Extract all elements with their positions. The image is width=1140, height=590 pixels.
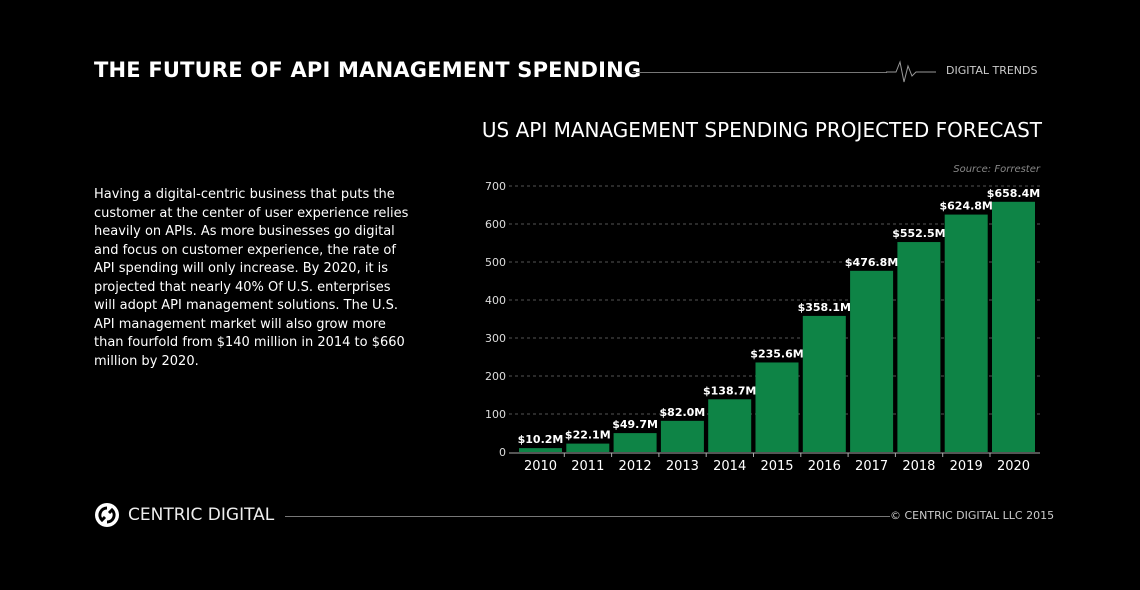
logo-icon (95, 503, 119, 527)
data-label: $138.7M (703, 384, 756, 397)
data-label: $49.7M (612, 418, 658, 431)
data-label: $624.8M (939, 200, 992, 213)
x-tick-label: 2013 (666, 459, 699, 474)
bar-2010 (519, 448, 562, 452)
bar-2014 (708, 399, 752, 452)
y-tick-label: 400 (485, 294, 506, 307)
data-label: $82.0M (660, 406, 706, 419)
bar-2015 (755, 362, 799, 452)
data-label: $658.4M (987, 187, 1040, 200)
bar-2016 (802, 315, 846, 452)
data-label: $476.8M (845, 256, 898, 269)
y-tick-label: 300 (485, 332, 506, 345)
x-tick-label: 2015 (760, 459, 793, 474)
y-tick-label: 100 (485, 408, 506, 421)
x-tick-label: 2010 (524, 459, 557, 474)
brand-label: DIGITAL TRENDS (946, 64, 1038, 77)
x-tick-label: 2014 (713, 459, 746, 474)
x-tick-label: 2019 (950, 459, 983, 474)
bar-2019 (944, 214, 988, 452)
bar-2013 (660, 420, 704, 452)
data-label: $235.6M (750, 347, 803, 360)
x-tick-label: 2018 (902, 459, 935, 474)
x-tick-label: 2016 (808, 459, 841, 474)
page-title: THE FUTURE OF API MANAGEMENT SPENDING (94, 58, 642, 82)
y-tick-label: 200 (485, 370, 506, 383)
bar-2020 (992, 201, 1035, 452)
bar-2011 (566, 443, 610, 452)
copyright: © CENTRIC DIGITAL LLC 2015 (890, 509, 1055, 522)
chart-source: Source: Forrester (953, 164, 1040, 175)
y-tick-label: 700 (485, 180, 506, 193)
y-tick-label: 500 (485, 256, 506, 269)
chart-title: US API MANAGEMENT SPENDING PROJECTED FOR… (481, 118, 1042, 142)
logo-text: CENTRIC DIGITAL (128, 505, 275, 525)
header-divider (632, 72, 887, 73)
x-tick-label: 2020 (997, 459, 1030, 474)
data-label: $10.2M (518, 433, 564, 446)
y-tick-label: 600 (485, 218, 506, 231)
x-tick-label: 2011 (571, 459, 604, 474)
bar-2018 (897, 242, 941, 452)
bar-2017 (850, 270, 894, 452)
body-paragraph: Having a digital-centric business that p… (94, 187, 409, 369)
x-tick-label: 2012 (619, 459, 652, 474)
y-tick-label: 0 (499, 446, 506, 459)
x-tick-label: 2017 (855, 459, 888, 474)
data-label: $552.5M (892, 227, 945, 240)
pulse-icon (886, 60, 936, 83)
logo: CENTRIC DIGITAL (94, 502, 274, 528)
footer-divider (285, 516, 890, 517)
data-label: $358.1M (798, 301, 851, 314)
data-label: $22.1M (565, 429, 611, 442)
bar-2012 (613, 433, 657, 452)
bar-chart: 0 100 200 300 400 500 600 700 $10.2M 2010 $22.1M 20… (485, 180, 1040, 474)
